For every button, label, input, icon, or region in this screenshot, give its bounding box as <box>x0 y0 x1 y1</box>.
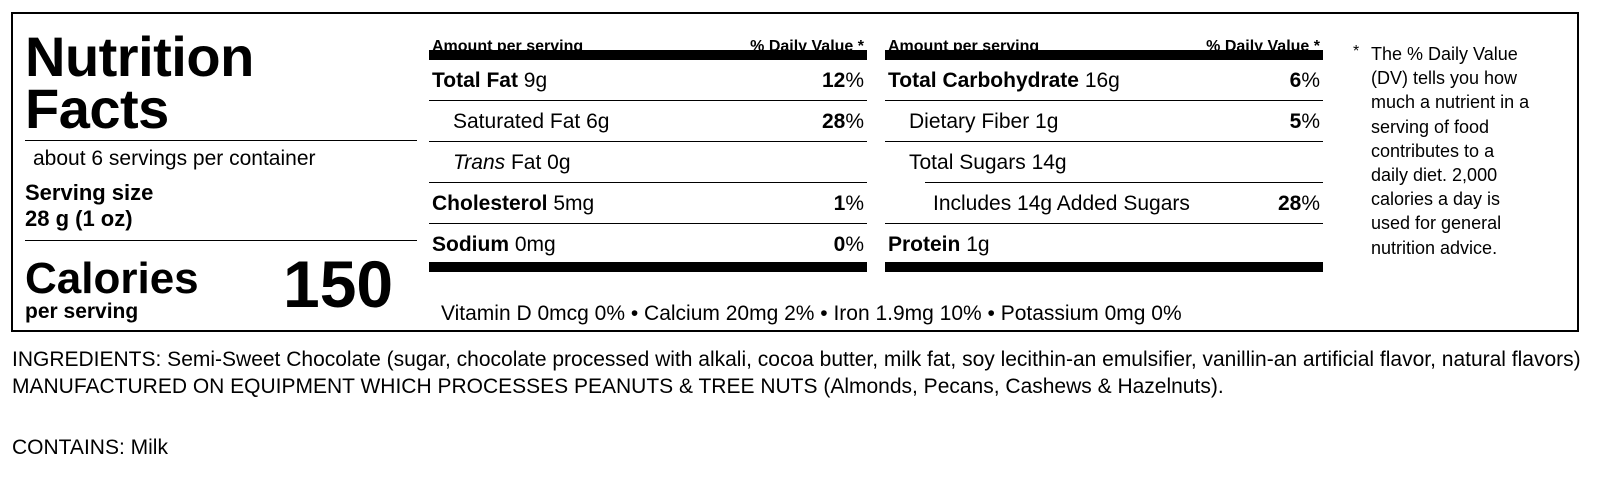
percent-sign: % <box>845 110 864 133</box>
nutrient-name: Total Sugars <box>909 151 1026 174</box>
thick-bar <box>429 50 867 60</box>
percent-sign: % <box>1301 192 1320 215</box>
nutrient-row-cholesterol: Cholesterol 5mg 1% <box>429 183 867 224</box>
divider <box>25 240 417 241</box>
nutrient-name-rest: Fat <box>510 151 542 174</box>
serving-size-label: Serving size <box>25 180 154 205</box>
thick-bar <box>885 50 1323 60</box>
nutrient-row-sodium: Sodium 0mg 0% <box>429 224 867 264</box>
nutrient-name: Includes 14g Added Sugars <box>933 192 1190 215</box>
nutrient-amount: 1g <box>1035 110 1059 133</box>
title-line-1: Nutrition <box>25 25 254 88</box>
nutrient-name: Total Fat <box>432 69 518 92</box>
divider <box>925 182 1323 183</box>
label-title: Nutrition Facts <box>25 25 254 140</box>
percent-sign: % <box>845 233 864 256</box>
ingredients-statement: INGREDIENTS: Semi-Sweet Chocolate (sugar… <box>12 348 1581 398</box>
thick-bar <box>885 262 1323 272</box>
percent-sign: % <box>845 69 864 92</box>
nutrient-name: Saturated Fat <box>453 110 581 133</box>
calories-label: Calories <box>25 254 199 303</box>
percent-sign: % <box>1301 69 1320 92</box>
footnote-text: The % Daily Value (DV) tells you how muc… <box>1371 44 1530 258</box>
nutrient-name: Protein <box>888 233 961 256</box>
nutrient-amount: 0g <box>547 151 571 174</box>
daily-value-percent: 12 <box>821 69 846 92</box>
nutrient-name: Cholesterol <box>432 192 548 215</box>
nutrient-row-total-sugars: Total Sugars 14g <box>885 142 1323 182</box>
nutrient-amount: 16g <box>1084 69 1120 92</box>
nutrient-row-saturated-fat: Saturated Fat 6g 28% <box>429 101 867 142</box>
nutrient-name: Total Carbohydrate <box>888 69 1079 92</box>
title-line-2: Facts <box>25 77 169 140</box>
serving-size: Serving size 28 g (1 oz) <box>25 180 153 232</box>
allergen-statement: CONTAINS: Milk <box>12 436 168 459</box>
nutrient-amount: 0mg <box>514 233 556 256</box>
nutrient-amount: 9g <box>523 69 548 92</box>
percent-sign: % <box>1301 110 1320 133</box>
daily-value-percent: 28 <box>821 110 846 133</box>
divider <box>885 223 1323 224</box>
nutrient-row-total-fat: Total Fat 9g 12% <box>429 60 867 101</box>
serving-size-value: 28 g (1 oz) <box>25 206 133 231</box>
thick-bar <box>429 262 867 272</box>
calories-value: 150 <box>283 247 394 321</box>
nutrition-label: Nutrition Facts about 6 servings per con… <box>11 12 1579 332</box>
daily-value-percent: 5 <box>1289 110 1302 133</box>
nutrient-name: Dietary Fiber <box>909 110 1030 133</box>
nutrient-row-dietary-fiber: Dietary Fiber 1g 5% <box>885 101 1323 142</box>
nutrient-name: Sodium <box>432 233 509 256</box>
daily-value-percent: 1 <box>833 192 846 215</box>
daily-value-percent: 0 <box>833 233 846 256</box>
nutrient-amount: 1g <box>966 233 990 256</box>
servings-per-container: about 6 servings per container <box>33 147 316 170</box>
nutrient-row-protein: Protein 1g <box>885 224 1323 264</box>
nutrient-amount: 14g <box>1031 151 1067 174</box>
daily-value-footnote: * The % Daily Value (DV) tells you how m… <box>1353 42 1533 260</box>
nutrient-row-total-carbohydrate: Total Carbohydrate 16g 6% <box>885 60 1323 101</box>
nutrient-row-added-sugars: Includes 14g Added Sugars 28% <box>885 183 1323 223</box>
daily-value-percent: 6 <box>1289 69 1302 92</box>
nutrient-row-trans-fat: Trans Fat 0g <box>429 142 867 183</box>
daily-value-percent: 28 <box>1277 192 1302 215</box>
divider <box>25 140 417 141</box>
percent-sign: % <box>845 192 864 215</box>
nutrient-amount: 5mg <box>553 192 595 215</box>
nutrient-name: Trans <box>453 151 506 174</box>
vitamins-minerals: Vitamin D 0mcg 0% • Calcium 20mg 2% • Ir… <box>441 302 1182 325</box>
nutrient-amount: 6g <box>586 110 610 133</box>
footnote-asterisk: * <box>1353 43 1360 60</box>
per-serving-label: per serving <box>25 300 139 323</box>
